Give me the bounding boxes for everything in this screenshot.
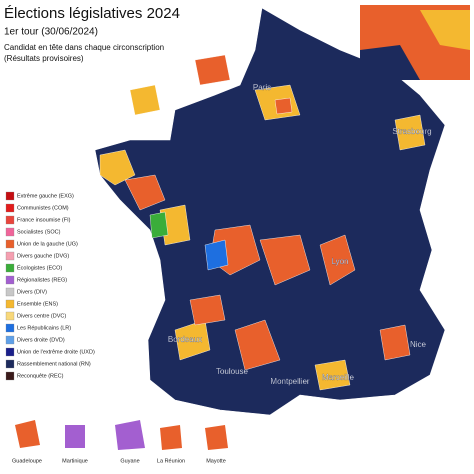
legend-label: Union de la gauche (UG) xyxy=(17,241,78,247)
legend-swatch xyxy=(5,311,15,321)
map-regions xyxy=(99,54,426,391)
overseas-insets xyxy=(15,420,228,450)
legend-label: Socialistes (SOC) xyxy=(17,229,61,235)
city-label: Marseille xyxy=(322,373,355,382)
legend-swatch xyxy=(5,359,15,369)
island xyxy=(205,425,228,450)
inset-label: La Réunion xyxy=(157,458,185,464)
region xyxy=(129,84,161,116)
legend-label: Divers gauche (DVG) xyxy=(17,253,69,259)
legend-label: Ensemble (ENS) xyxy=(17,301,58,307)
city-label: Lyon xyxy=(331,257,348,266)
legend-label: France insoumise (FI) xyxy=(17,217,71,223)
legend-swatch xyxy=(5,371,15,381)
city-label: Toulouse xyxy=(216,367,249,376)
title: Élections législatives 2024 xyxy=(4,5,180,22)
city-label: Bordeaux xyxy=(168,335,202,344)
region xyxy=(314,359,351,391)
legend-swatch xyxy=(5,251,15,261)
region xyxy=(259,234,311,286)
legend-label: Divers droite (DVD) xyxy=(17,337,65,343)
island xyxy=(15,420,40,448)
legend-swatch xyxy=(5,299,15,309)
legend-swatch xyxy=(5,203,15,213)
city-label: Montpellier xyxy=(270,377,309,386)
legend-swatch xyxy=(5,263,15,273)
subtitle: 1er tour (30/06/2024) xyxy=(4,27,98,38)
inset-label: Martinique xyxy=(62,458,88,464)
legend-label: Les Républicains (LR) xyxy=(17,325,71,331)
island xyxy=(65,425,85,448)
description: (Résultats provisoires) xyxy=(4,54,84,63)
island xyxy=(115,420,145,450)
legend-label: Reconquête (REC) xyxy=(17,373,64,379)
legend-swatch xyxy=(5,275,15,285)
legend-swatch xyxy=(5,215,15,225)
city-label: Paris xyxy=(253,83,271,92)
legend-label: Divers centre (DVC) xyxy=(17,313,66,319)
legend-swatch xyxy=(5,323,15,333)
legend-swatch xyxy=(5,191,15,201)
inset-label: Guyane xyxy=(120,458,139,464)
region xyxy=(234,319,281,371)
legend-swatch xyxy=(5,227,15,237)
city-label: Strasbourg xyxy=(392,127,431,136)
legend-swatch xyxy=(5,287,15,297)
legend-label: Communistes (COM) xyxy=(17,205,69,211)
legend-label: Écologistes (ECO) xyxy=(17,264,62,271)
region xyxy=(274,97,293,115)
region xyxy=(360,45,420,80)
paris-inset xyxy=(360,5,470,80)
description: Candidat en tête dans chaque circonscrip… xyxy=(4,43,164,52)
legend-label: Régionalistes (REG) xyxy=(17,277,67,283)
france-base xyxy=(94,7,446,416)
region xyxy=(204,239,229,271)
region xyxy=(194,54,231,86)
region xyxy=(319,234,356,286)
legend-label: Union de l'extrême droite (UXD) xyxy=(17,349,95,355)
region xyxy=(189,294,226,326)
legend-bg xyxy=(2,190,110,390)
city-label: Nice xyxy=(410,340,427,349)
region xyxy=(149,211,169,239)
region xyxy=(379,324,411,361)
region xyxy=(394,114,426,151)
legend-label: Extrême gauche (EXG) xyxy=(17,193,74,199)
legend-label: Divers (DIV) xyxy=(17,289,47,295)
region xyxy=(124,174,166,211)
legend-swatch xyxy=(5,335,15,345)
island xyxy=(160,425,182,450)
inset-label: Guadeloupe xyxy=(12,458,42,464)
legend-swatch xyxy=(5,347,15,357)
region xyxy=(420,10,470,50)
legend-label: Rassemblement national (RN) xyxy=(17,361,91,367)
legend-swatch xyxy=(5,239,15,249)
inset-label: Mayotte xyxy=(206,458,226,464)
